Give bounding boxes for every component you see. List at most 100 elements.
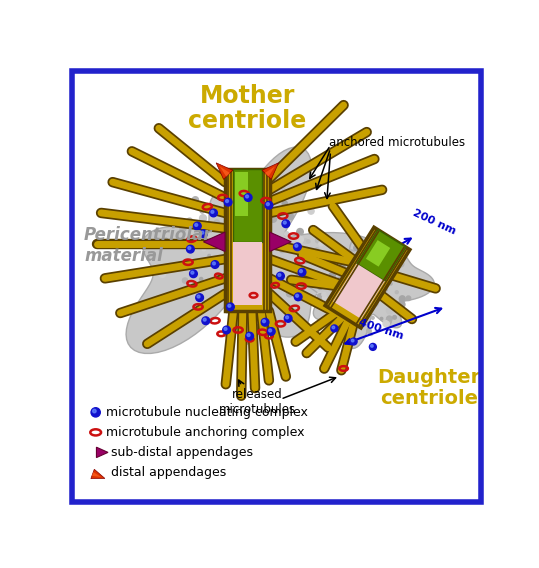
Circle shape bbox=[370, 333, 372, 336]
Circle shape bbox=[350, 252, 355, 258]
Circle shape bbox=[342, 276, 347, 281]
Circle shape bbox=[381, 318, 383, 320]
Circle shape bbox=[260, 228, 262, 230]
Circle shape bbox=[399, 296, 405, 302]
Circle shape bbox=[354, 245, 359, 250]
Circle shape bbox=[287, 290, 293, 297]
Circle shape bbox=[298, 268, 306, 276]
Circle shape bbox=[371, 316, 374, 319]
Circle shape bbox=[393, 316, 396, 319]
Circle shape bbox=[253, 221, 260, 228]
Circle shape bbox=[332, 291, 338, 296]
Circle shape bbox=[188, 247, 191, 249]
Circle shape bbox=[378, 257, 385, 264]
Circle shape bbox=[214, 220, 219, 225]
Circle shape bbox=[374, 252, 377, 256]
Circle shape bbox=[348, 320, 354, 325]
Circle shape bbox=[274, 258, 279, 264]
Circle shape bbox=[375, 279, 379, 283]
Circle shape bbox=[208, 254, 210, 257]
Circle shape bbox=[226, 213, 230, 217]
Circle shape bbox=[388, 272, 393, 277]
Circle shape bbox=[228, 335, 233, 341]
Circle shape bbox=[342, 295, 349, 302]
Circle shape bbox=[332, 326, 335, 329]
Circle shape bbox=[317, 293, 321, 295]
Circle shape bbox=[226, 303, 234, 311]
Circle shape bbox=[300, 299, 304, 303]
Circle shape bbox=[382, 257, 384, 260]
Circle shape bbox=[244, 194, 252, 202]
Text: Mother
centriole: Mother centriole bbox=[188, 83, 307, 133]
Circle shape bbox=[302, 256, 309, 262]
Text: microtubule anchoring complex: microtubule anchoring complex bbox=[106, 426, 305, 439]
Circle shape bbox=[330, 310, 334, 313]
Circle shape bbox=[371, 250, 375, 254]
Circle shape bbox=[367, 329, 371, 333]
Circle shape bbox=[277, 272, 285, 280]
Circle shape bbox=[287, 214, 294, 220]
Polygon shape bbox=[233, 169, 262, 242]
Circle shape bbox=[383, 272, 390, 278]
Circle shape bbox=[164, 238, 168, 243]
Circle shape bbox=[348, 250, 354, 256]
Circle shape bbox=[267, 328, 275, 335]
Circle shape bbox=[388, 318, 391, 320]
Circle shape bbox=[241, 248, 244, 251]
Circle shape bbox=[221, 196, 226, 201]
Circle shape bbox=[385, 289, 387, 291]
Circle shape bbox=[340, 315, 343, 318]
Circle shape bbox=[241, 339, 244, 341]
Circle shape bbox=[294, 243, 301, 250]
Circle shape bbox=[342, 321, 344, 323]
Circle shape bbox=[276, 286, 281, 291]
Circle shape bbox=[295, 260, 300, 264]
Circle shape bbox=[241, 212, 248, 219]
Circle shape bbox=[233, 308, 238, 314]
Circle shape bbox=[358, 324, 362, 328]
Circle shape bbox=[344, 269, 348, 274]
Circle shape bbox=[190, 270, 197, 278]
Circle shape bbox=[339, 273, 342, 275]
Circle shape bbox=[199, 230, 208, 237]
Circle shape bbox=[280, 247, 285, 253]
Circle shape bbox=[386, 321, 390, 325]
Circle shape bbox=[322, 296, 327, 300]
Circle shape bbox=[189, 253, 192, 256]
Circle shape bbox=[374, 279, 379, 284]
Polygon shape bbox=[92, 472, 101, 477]
Circle shape bbox=[307, 240, 310, 243]
Polygon shape bbox=[126, 147, 385, 353]
Circle shape bbox=[182, 264, 187, 269]
Circle shape bbox=[365, 291, 368, 294]
Circle shape bbox=[257, 324, 261, 329]
Circle shape bbox=[315, 248, 319, 252]
Circle shape bbox=[295, 294, 299, 297]
Circle shape bbox=[222, 291, 224, 294]
Circle shape bbox=[192, 197, 198, 203]
Polygon shape bbox=[270, 232, 291, 252]
Circle shape bbox=[351, 339, 354, 342]
Circle shape bbox=[238, 329, 244, 335]
Circle shape bbox=[225, 199, 229, 203]
Circle shape bbox=[386, 307, 393, 314]
Circle shape bbox=[318, 285, 322, 289]
Circle shape bbox=[356, 298, 358, 300]
Circle shape bbox=[275, 212, 281, 218]
Text: distal appendages: distal appendages bbox=[111, 466, 226, 479]
Circle shape bbox=[317, 294, 324, 300]
Polygon shape bbox=[216, 163, 233, 179]
Circle shape bbox=[282, 220, 290, 228]
Circle shape bbox=[329, 273, 335, 279]
Polygon shape bbox=[295, 239, 434, 349]
Circle shape bbox=[170, 294, 172, 296]
Circle shape bbox=[292, 248, 296, 252]
Circle shape bbox=[260, 194, 267, 201]
Circle shape bbox=[301, 283, 306, 287]
Circle shape bbox=[357, 264, 360, 267]
Circle shape bbox=[386, 319, 391, 324]
Circle shape bbox=[196, 294, 203, 302]
Circle shape bbox=[378, 273, 381, 277]
Polygon shape bbox=[233, 242, 262, 305]
Circle shape bbox=[91, 408, 100, 417]
